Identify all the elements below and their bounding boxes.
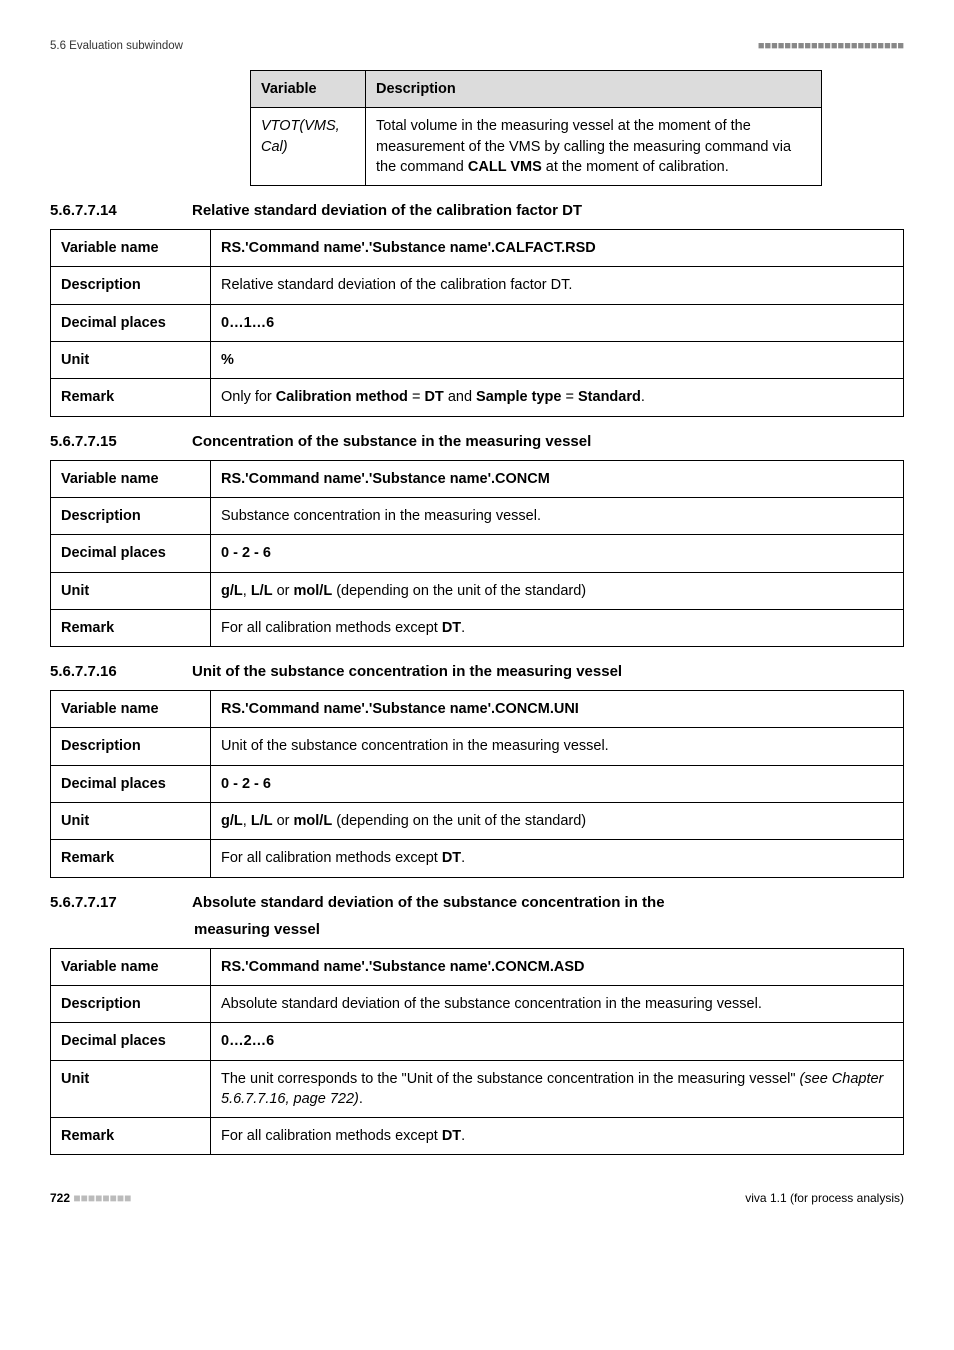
k: Remark — [51, 609, 211, 646]
heading-16-num: 5.6.7.7.16 — [50, 663, 158, 680]
v: Relative standard deviation of the calib… — [211, 267, 904, 304]
v: g/L, L/L or mol/L (depending on the unit… — [211, 803, 904, 840]
v: % — [211, 342, 904, 379]
v: For all calibration methods except DT. — [211, 609, 904, 646]
k: Description — [51, 497, 211, 534]
k: Unit — [51, 803, 211, 840]
k: Variable name — [51, 460, 211, 497]
v: 0 - 2 - 6 — [211, 535, 904, 572]
k: Decimal places — [51, 765, 211, 802]
page-header: 5.6 Evaluation subwindow ■■■■■■■■■■■■■■■… — [50, 40, 904, 52]
v: g/L, L/L or mol/L (depending on the unit… — [211, 572, 904, 609]
heading-15-title: Concentration of the substance in the me… — [192, 433, 591, 450]
th-description: Description — [366, 71, 822, 108]
v: Unit of the substance concentration in t… — [211, 728, 904, 765]
heading-14-num: 5.6.7.7.14 — [50, 202, 158, 219]
heading-17-title2: measuring vessel — [194, 921, 904, 938]
heading-16-title: Unit of the substance concentration in t… — [192, 663, 622, 680]
table-16: Variable nameRS.'Command name'.'Substanc… — [50, 690, 904, 877]
heading-16: 5.6.7.7.16 Unit of the substance concent… — [50, 663, 904, 680]
v: RS.'Command name'.'Substance name'.CALFA… — [211, 230, 904, 267]
k: Remark — [51, 1118, 211, 1155]
k: Variable name — [51, 948, 211, 985]
header-section: 5.6 Evaluation subwindow — [50, 40, 183, 52]
v: For all calibration methods except DT. — [211, 840, 904, 877]
k: Description — [51, 985, 211, 1022]
v: 0…2…6 — [211, 1023, 904, 1060]
k: Unit — [51, 572, 211, 609]
k: Description — [51, 267, 211, 304]
page-footer: 722 ■■■■■■■■ viva 1.1 (for process analy… — [50, 1191, 904, 1205]
k: Unit — [51, 1060, 211, 1118]
th-variable: Variable — [251, 71, 366, 108]
k: Decimal places — [51, 304, 211, 341]
v: RS.'Command name'.'Substance name'.CONCM — [211, 460, 904, 497]
v: The unit corresponds to the "Unit of the… — [211, 1060, 904, 1118]
k: Decimal places — [51, 535, 211, 572]
heading-15-num: 5.6.7.7.15 — [50, 433, 158, 450]
variable-desc-table: Variable Description VTOT(VMS, Cal) Tota… — [250, 70, 822, 186]
heading-17-num: 5.6.7.7.17 — [50, 894, 158, 911]
k: Variable name — [51, 230, 211, 267]
v: 0…1…6 — [211, 304, 904, 341]
k: Decimal places — [51, 1023, 211, 1060]
var-vtot-desc: Total volume in the measuring vessel at … — [366, 108, 822, 186]
v: Substance concentration in the measuring… — [211, 497, 904, 534]
footer-dashes: ■■■■■■■■ — [73, 1191, 131, 1205]
k: Description — [51, 728, 211, 765]
v: Only for Calibration method = DT and Sam… — [211, 379, 904, 416]
table-14: Variable nameRS.'Command name'.'Substanc… — [50, 229, 904, 416]
heading-14-title: Relative standard deviation of the calib… — [192, 202, 582, 219]
k: Remark — [51, 840, 211, 877]
v: 0 - 2 - 6 — [211, 765, 904, 802]
footer-right: viva 1.1 (for process analysis) — [745, 1191, 904, 1205]
v: RS.'Command name'.'Substance name'.CONCM… — [211, 948, 904, 985]
heading-14: 5.6.7.7.14 Relative standard deviation o… — [50, 202, 904, 219]
header-dashes: ■■■■■■■■■■■■■■■■■■■■■■ — [758, 40, 904, 52]
k: Unit — [51, 342, 211, 379]
v: RS.'Command name'.'Substance name'.CONCM… — [211, 691, 904, 728]
footer-page: 722 ■■■■■■■■ — [50, 1191, 131, 1205]
table-15: Variable nameRS.'Command name'.'Substanc… — [50, 460, 904, 647]
table-17: Variable nameRS.'Command name'.'Substanc… — [50, 948, 904, 1156]
var-vtot: VTOT(VMS, Cal) — [251, 108, 366, 186]
heading-15: 5.6.7.7.15 Concentration of the substanc… — [50, 433, 904, 450]
heading-17: 5.6.7.7.17 Absolute standard deviation o… — [50, 894, 904, 911]
v: For all calibration methods except DT. — [211, 1118, 904, 1155]
v: Absolute standard deviation of the subst… — [211, 985, 904, 1022]
heading-17-title: Absolute standard deviation of the subst… — [192, 894, 665, 911]
k: Variable name — [51, 691, 211, 728]
k: Remark — [51, 379, 211, 416]
